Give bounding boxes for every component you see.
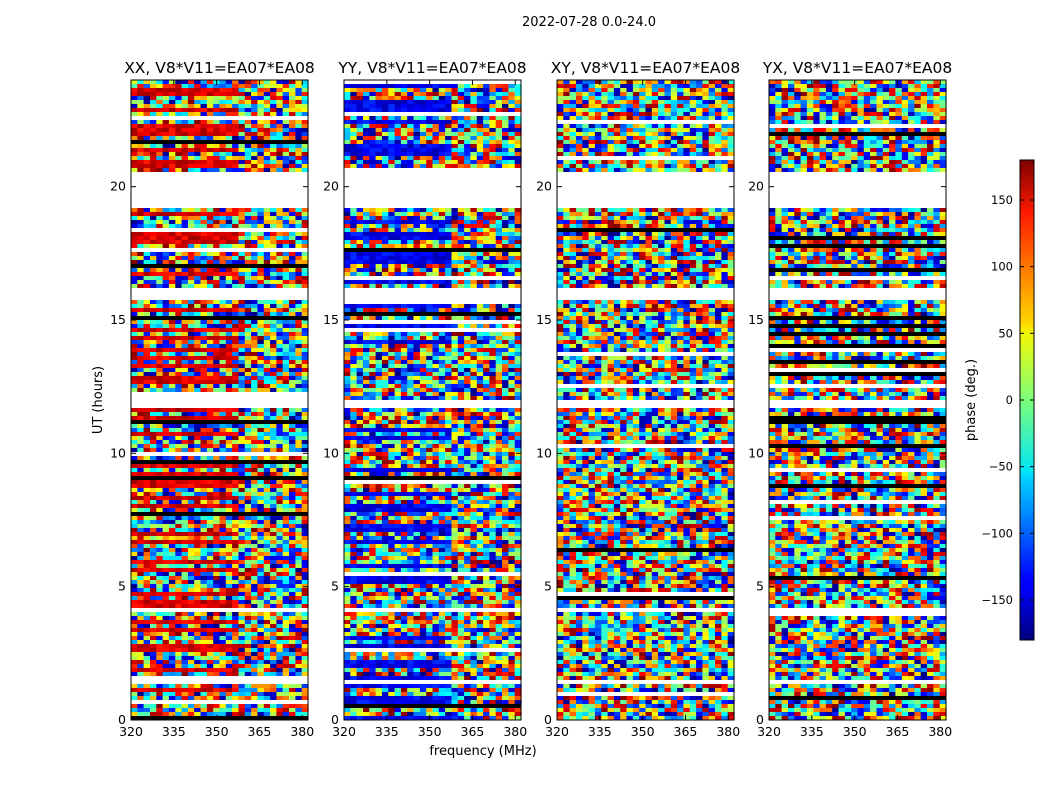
phase-heatmap bbox=[769, 80, 947, 720]
x-tick-label: 320 bbox=[119, 724, 143, 739]
panel-xx: XX, V8*V11=EA07*EA08 0 5 10 15 20 320 335 350 365… bbox=[110, 59, 315, 739]
axes-frame bbox=[343, 79, 522, 721]
x-tick-label: 320 bbox=[332, 724, 356, 739]
colorbar: 150 100 50 0 −50 −100 −150 bbox=[981, 159, 1035, 641]
colorbar-tick-label: −100 bbox=[981, 526, 1013, 540]
y-tick-label: 10 bbox=[110, 445, 126, 460]
x-tick-label: 350 bbox=[418, 724, 442, 739]
x-tick-label: 335 bbox=[375, 724, 399, 739]
x-tick-label: 350 bbox=[205, 724, 229, 739]
x-tick-label: 380 bbox=[503, 724, 527, 739]
y-tick-label: 20 bbox=[110, 179, 126, 194]
x-tick-label: 365 bbox=[674, 724, 698, 739]
colorbar-label: phase (deg.) bbox=[964, 359, 979, 441]
y-tick-label: 20 bbox=[748, 179, 764, 194]
phase-heatmap bbox=[557, 80, 735, 720]
x-tick-label: 365 bbox=[248, 724, 272, 739]
panel-yy: YY, V8*V11=EA07*EA08 0 5 10 15 20 320 335 350 365… bbox=[323, 59, 527, 739]
x-tick-label: 350 bbox=[843, 724, 867, 739]
x-tick-label: 365 bbox=[886, 724, 910, 739]
y-tick-label: 20 bbox=[323, 179, 339, 194]
panel-title: YY, V8*V11=EA07*EA08 bbox=[337, 59, 526, 77]
x-tick-label: 320 bbox=[545, 724, 569, 739]
y-tick-label: 10 bbox=[536, 445, 552, 460]
axes-frame bbox=[556, 79, 735, 721]
y-tick-label: 5 bbox=[331, 579, 339, 594]
panel-title: YX, V8*V11=EA07*EA08 bbox=[762, 59, 952, 77]
y-axis-label: UT (hours) bbox=[91, 366, 106, 434]
x-tick-label: 320 bbox=[757, 724, 781, 739]
x-tick-label: 380 bbox=[928, 724, 952, 739]
x-tick-label: 380 bbox=[290, 724, 314, 739]
axes-frame bbox=[768, 79, 947, 721]
y-tick-label: 15 bbox=[748, 312, 764, 327]
colorbar-tick-label: 150 bbox=[991, 193, 1013, 207]
y-tick-label: 15 bbox=[536, 312, 552, 327]
y-tick-label: 5 bbox=[118, 579, 126, 594]
panel-title: XY, V8*V11=EA07*EA08 bbox=[551, 59, 740, 77]
x-tick-label: 335 bbox=[588, 724, 612, 739]
x-tick-label: 365 bbox=[461, 724, 485, 739]
y-tick-label: 0 bbox=[544, 712, 552, 727]
y-tick-label: 15 bbox=[323, 312, 339, 327]
colorbar-tick-label: −50 bbox=[989, 460, 1013, 474]
panels: XX, V8*V11=EA07*EA08 0 5 10 15 20 320 335 350 365… bbox=[110, 59, 952, 739]
phase-heatmap bbox=[344, 80, 522, 720]
y-tick-label: 15 bbox=[110, 312, 126, 327]
x-axis-label: frequency (MHz) bbox=[429, 744, 536, 759]
x-tick-label: 350 bbox=[631, 724, 655, 739]
y-tick-label: 10 bbox=[323, 445, 339, 460]
phase-heatmap bbox=[131, 80, 309, 720]
y-tick-label: 10 bbox=[748, 445, 764, 460]
y-tick-label: 5 bbox=[544, 579, 552, 594]
colorbar-tick-label: 0 bbox=[1006, 393, 1013, 407]
colorbar-tick-label: 50 bbox=[998, 326, 1013, 340]
panel-title: XX, V8*V11=EA07*EA08 bbox=[124, 59, 315, 77]
x-tick-label: 380 bbox=[716, 724, 740, 739]
x-tick-label: 335 bbox=[800, 724, 824, 739]
y-tick-label: 0 bbox=[756, 712, 764, 727]
colorbar-tick-label: −150 bbox=[981, 593, 1013, 607]
colorbar-tick-label: 100 bbox=[991, 260, 1013, 274]
y-tick-label: 0 bbox=[118, 712, 126, 727]
panel-xy: XY, V8*V11=EA07*EA08 0 5 10 15 20 320 335 350 365… bbox=[536, 59, 740, 739]
y-tick-label: 20 bbox=[536, 179, 552, 194]
panel-yx: YX, V8*V11=EA07*EA08 0 5 10 15 20 320 335 350 365… bbox=[748, 59, 952, 739]
axes-frame bbox=[130, 79, 309, 721]
figure-title: 2022-07-28 0.0-24.0 bbox=[522, 15, 656, 30]
y-tick-label: 0 bbox=[331, 712, 339, 727]
y-tick-label: 5 bbox=[756, 579, 764, 594]
x-tick-label: 335 bbox=[162, 724, 186, 739]
